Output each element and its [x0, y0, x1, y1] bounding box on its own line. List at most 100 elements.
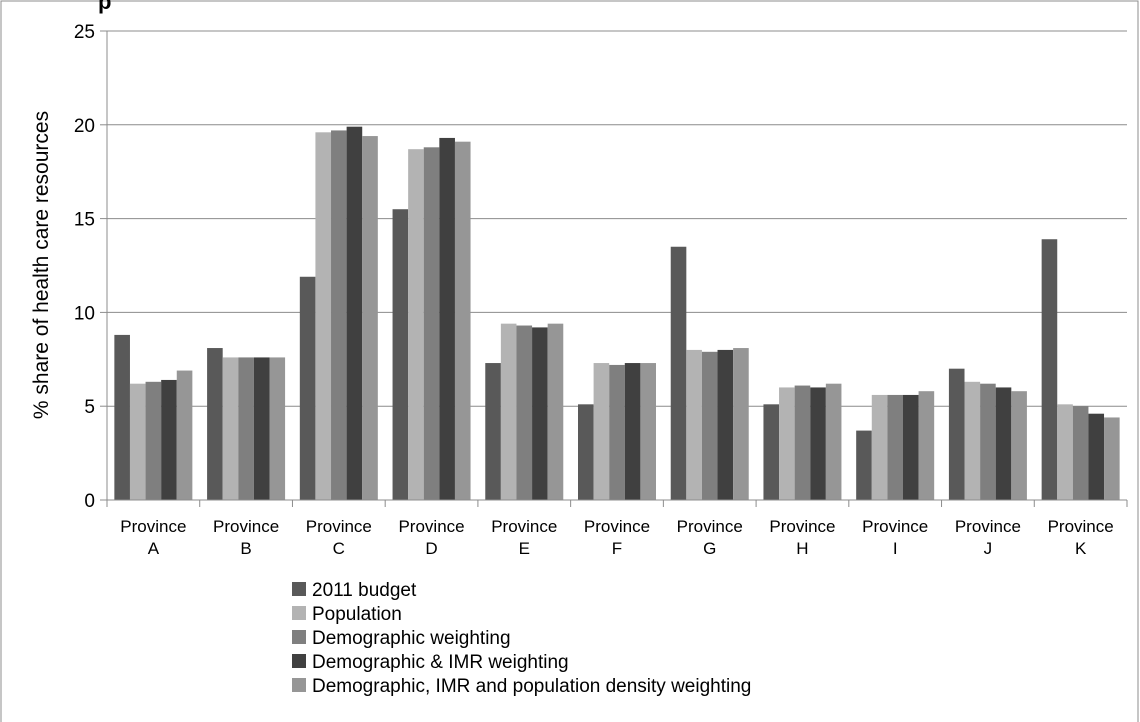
x-tick-label: G	[703, 539, 716, 558]
bar	[1041, 239, 1058, 501]
bar	[1104, 417, 1120, 500]
bar	[454, 141, 471, 500]
bar	[315, 132, 332, 501]
bar	[578, 404, 594, 500]
bar	[299, 276, 316, 500]
bar	[995, 387, 1012, 500]
x-tick-label: K	[1075, 539, 1087, 558]
x-tick-label: Province	[677, 517, 743, 536]
bar	[624, 363, 641, 500]
legend-swatch	[292, 654, 306, 668]
bar	[114, 334, 130, 500]
x-tick-label: C	[333, 539, 345, 558]
x-tick-label: Province	[584, 517, 650, 536]
legend-label: 2011 budget	[312, 580, 417, 601]
bar	[161, 379, 177, 500]
legend-item: Demographic weighting	[292, 628, 511, 649]
x-tick-label: E	[519, 539, 530, 558]
legend-swatch	[292, 606, 306, 620]
x-tick-label: H	[796, 539, 808, 558]
legend-item: 2011 budget	[292, 580, 417, 601]
chart-title-fragment: p	[98, 0, 111, 14]
x-axis-ticks: Province A Province B Province C Province D Prov…	[120, 517, 1113, 558]
bar	[222, 357, 239, 500]
legend: 2011 budget Population Demographic weighti…	[292, 580, 751, 697]
bar	[145, 381, 162, 500]
bar	[918, 391, 935, 500]
bar	[269, 357, 286, 500]
bar	[532, 327, 548, 500]
x-tick-label: A	[148, 539, 160, 558]
bars	[114, 126, 1120, 501]
x-tick-label: Province	[120, 517, 186, 536]
bar	[779, 387, 795, 500]
y-axis-ticks: 0 5 10 15 20 25	[74, 22, 95, 512]
bar	[331, 130, 347, 500]
x-tick-label: Province	[862, 517, 928, 536]
legend-label: Demographic & IMR weighting	[312, 652, 569, 673]
bar	[701, 351, 718, 500]
legend-label: Demographic weighting	[312, 628, 511, 649]
bar	[392, 209, 409, 500]
y-tick-label: 0	[84, 491, 95, 512]
bar	[253, 357, 270, 500]
y-tick-label: 25	[74, 22, 95, 43]
bar	[887, 394, 903, 500]
bar	[763, 404, 780, 500]
bar	[670, 246, 687, 500]
legend-swatch	[292, 678, 306, 692]
bar	[593, 363, 610, 500]
x-tick-label: Province	[398, 517, 464, 536]
x-tick-label: Province	[213, 517, 279, 536]
bar	[871, 394, 888, 500]
y-tick-label: 20	[74, 116, 95, 137]
bar	[686, 349, 702, 500]
x-tick-label: Province	[955, 517, 1021, 536]
axes	[100, 30, 1128, 507]
bar	[176, 370, 193, 500]
bar	[1072, 406, 1089, 500]
bar	[609, 364, 625, 500]
bar	[902, 394, 919, 500]
bar	[1088, 413, 1105, 500]
bar	[640, 363, 656, 500]
legend-item: Demographic & IMR weighting	[292, 652, 569, 673]
bar	[733, 348, 749, 500]
bar	[547, 323, 564, 500]
bar	[794, 385, 811, 500]
bar	[980, 383, 996, 500]
bar	[516, 325, 533, 500]
x-tick-label: Province	[306, 517, 372, 536]
x-tick-label: Province	[1048, 517, 1114, 536]
bar	[238, 357, 254, 500]
y-tick-label: 5	[84, 397, 95, 418]
bar	[346, 126, 363, 501]
bar	[810, 387, 826, 500]
legend-swatch	[292, 582, 306, 596]
legend-item: Demographic, IMR and population density …	[292, 676, 751, 697]
bar	[1057, 404, 1073, 500]
bar	[948, 368, 965, 500]
bar	[129, 383, 146, 500]
bar	[500, 323, 517, 500]
legend-item: Population	[292, 604, 402, 625]
legend-swatch	[292, 630, 306, 644]
bar	[207, 348, 223, 500]
bar	[423, 147, 440, 500]
bar	[485, 363, 501, 500]
bar	[408, 149, 424, 500]
x-tick-label: I	[893, 539, 898, 558]
y-tick-label: 10	[74, 303, 95, 324]
x-tick-label: Province	[491, 517, 557, 536]
y-tick-label: 15	[74, 210, 95, 231]
x-tick-label: J	[984, 539, 993, 558]
legend-label: Demographic, IMR and population density …	[312, 676, 751, 697]
bar	[439, 137, 455, 500]
bar	[964, 381, 981, 500]
bar	[1011, 391, 1027, 500]
x-tick-label: F	[612, 539, 622, 558]
x-tick-label: B	[240, 539, 251, 558]
x-tick-label: Province	[769, 517, 835, 536]
